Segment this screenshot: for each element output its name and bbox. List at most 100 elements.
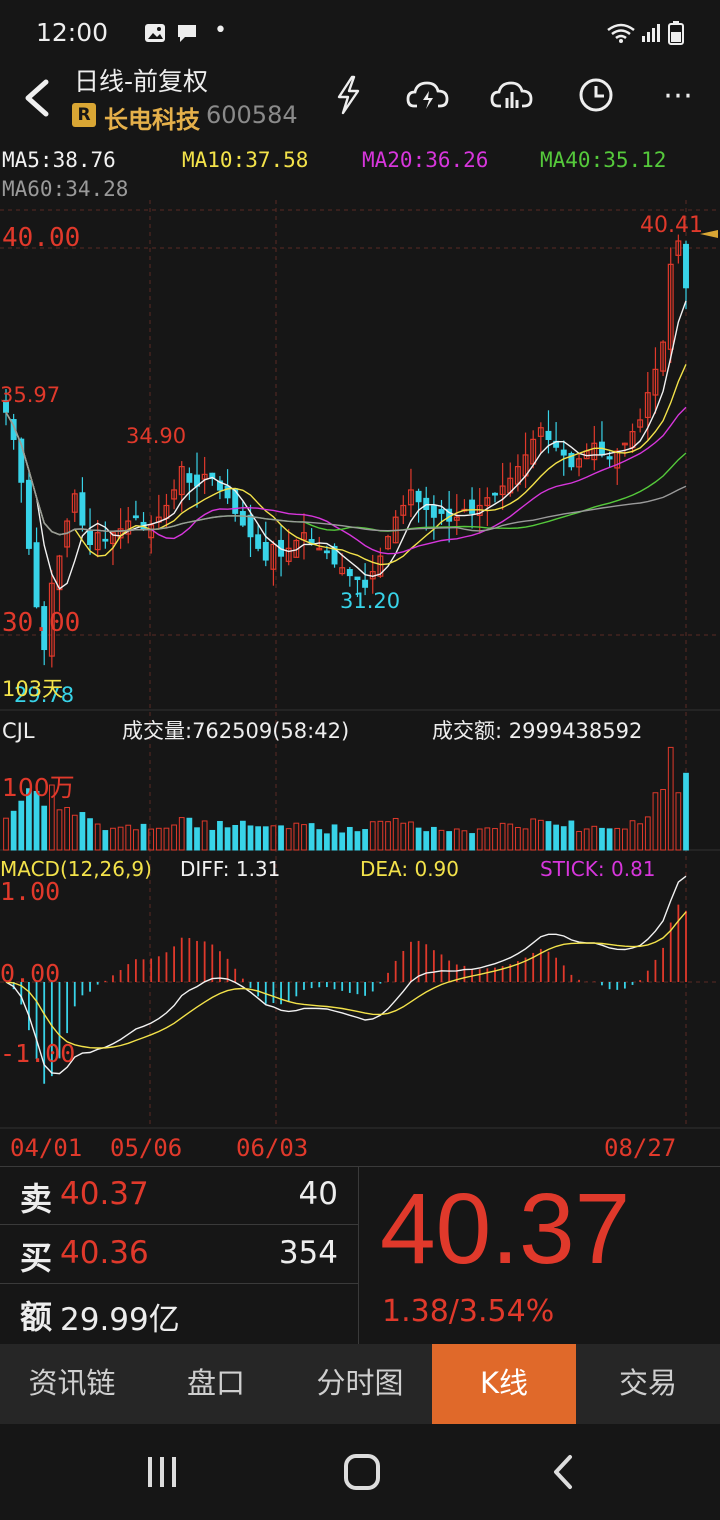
tab-order-book[interactable]: 盘口 [186,1366,245,1400]
candle-body [25,479,32,549]
volume-bar [599,827,605,851]
bottom-tabs: 资讯链 盘口 分时图 K线 交易 [0,1344,720,1424]
candle-body [560,449,567,456]
macd-diff: DIFF: 1.31 [180,857,280,881]
volume-bar [26,788,32,851]
candle-body [323,550,330,554]
candle-body [660,341,667,372]
volume-bar [41,805,48,851]
candle-body [255,534,262,549]
ma60-value: MA60:34.28 [2,177,129,201]
y-label-40: 40.00 [2,223,80,253]
ma-legend: MA5:38.76 MA10:37.58 MA20:36.26 MA40:35.… [0,142,720,202]
volume-bar [339,832,346,851]
stock-name[interactable]: 长电科技 [104,106,200,134]
candle-body [438,509,445,514]
tab-intraday[interactable]: 分时图 [316,1366,404,1400]
volume-bar [262,826,269,851]
amount-value: 29.99亿 [60,1302,180,1338]
volume-bar [10,810,17,851]
volume-bar [423,831,430,851]
candle-body [644,392,651,419]
ma5-value: MA5:38.76 [2,148,116,172]
candle-body [545,430,552,440]
macd-stick: STICK: 0.81 [540,857,656,881]
candle-body [683,243,689,289]
amount-row: 额 29.99亿 [0,1284,358,1342]
volume-bar [461,830,468,851]
date-tick: 05/06 [110,1134,183,1162]
candle-body [216,480,223,491]
candle-body [576,458,583,468]
volume-bar [476,828,483,851]
back-nav-icon[interactable] [548,1454,580,1490]
candle-body [537,427,544,437]
candle-body [71,493,78,513]
volume-title: CJL [2,719,35,743]
macd-label-0: 0.00 [0,959,60,988]
stock-badge: R [72,103,96,127]
volume-bar [148,828,155,851]
candle-body [354,576,361,581]
candle-body [331,545,338,565]
candle-body [400,504,407,516]
home-icon[interactable] [342,1452,382,1492]
cloud-chart-icon[interactable] [490,70,534,120]
volume-bar [400,822,407,851]
candle-body [591,442,598,461]
volume-bar [247,825,254,851]
volume-bar [667,746,674,851]
volume-bar [201,820,208,851]
status-bar: 12:00 • [0,0,720,60]
ma5-line [5,300,687,590]
volume-bar [408,821,414,851]
back-arrow-icon[interactable] [18,78,54,118]
stock-code: 600584 [206,101,298,129]
volume-bar [94,823,101,851]
volume-bar [675,792,682,851]
high-price-label: 40.41 [640,213,703,238]
ma40-line [5,411,687,536]
sell-label: 卖 [20,1180,53,1218]
candle-body [614,450,621,469]
candle-body [499,485,506,496]
wifi-icon [607,23,635,43]
tab-kline[interactable]: K线 [432,1344,576,1424]
volume-bar [133,829,139,851]
volume-bar [652,792,659,851]
volume-bar [278,825,284,851]
volume-bar [110,827,116,851]
volume-bar [186,817,193,851]
volume-bar [683,772,689,851]
dea-line [5,911,687,1049]
candle-body [18,438,25,483]
volume-bar [591,825,598,851]
volume-bar [232,824,239,851]
candle-body [675,240,682,256]
volume-bar [293,822,300,851]
candle-body [10,419,17,440]
volume-bar [285,828,292,851]
candle-body [377,555,384,577]
tab-trade[interactable]: 交易 [618,1366,677,1400]
tab-news[interactable]: 资讯链 [28,1366,116,1400]
candle-body [339,567,346,575]
more-icon[interactable]: ⋯ [663,77,693,113]
chat-icon [178,25,196,42]
cloud-lightning-icon[interactable] [406,70,450,120]
kline-chart[interactable]: 40.00 30.00 40.41 35.97 34.90 31.20 29.7… [0,200,720,1130]
recent-apps-icon[interactable] [142,1454,182,1490]
candle-body [407,489,414,506]
battery-icon [668,21,684,45]
macd-label-minus-1: -1.00 [0,1039,75,1068]
volume-bar [362,829,368,851]
lightning-icon[interactable] [326,70,370,120]
candle-body [415,490,422,503]
volume-bar [155,827,162,851]
macd-bars [12,904,687,1084]
clock-icon[interactable] [574,70,618,120]
volume-bar [469,833,475,851]
candle-body [94,532,101,551]
notification-dot: • [214,18,227,43]
ma40-value: MA40:35.12 [540,148,667,172]
